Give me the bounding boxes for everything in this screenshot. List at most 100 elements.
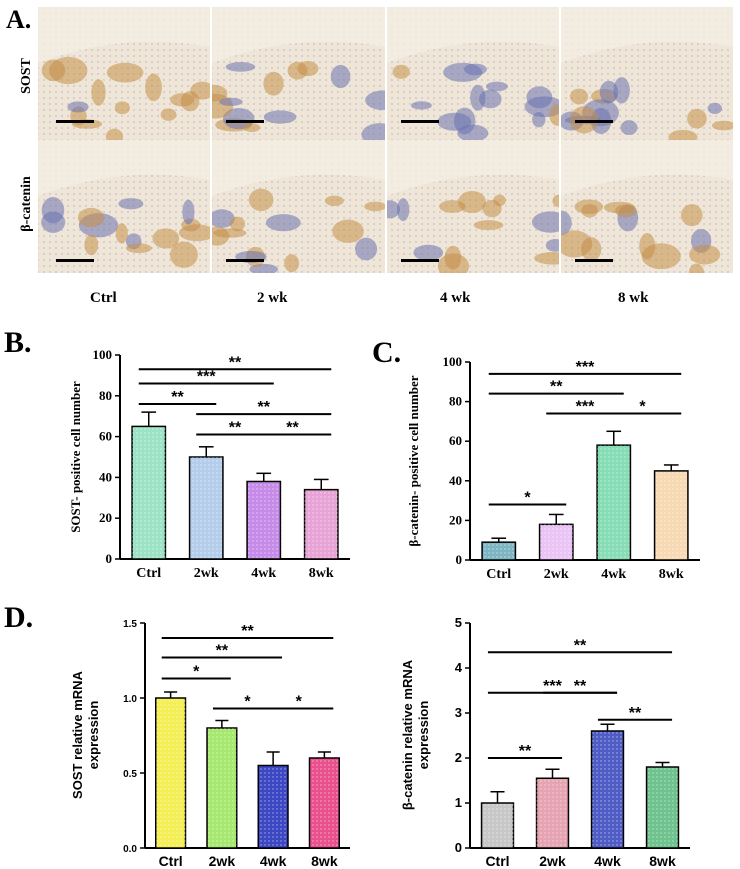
- scale-bar: [401, 120, 439, 123]
- y-tick-label: 0.5: [123, 769, 137, 780]
- significance-label: **: [229, 420, 242, 437]
- significance-label: **: [629, 705, 642, 722]
- x-tick-label: 8wk: [649, 853, 676, 869]
- y-tick-label: 0: [456, 552, 463, 567]
- y-tick-label: 40: [449, 473, 462, 488]
- x-tick-label: 4wk: [260, 853, 287, 869]
- bar-texture: [247, 481, 281, 559]
- y-tick-label: 80: [449, 394, 462, 409]
- x-tick-label: 2wk: [209, 853, 236, 869]
- micrograph-tile: [561, 7, 733, 140]
- bar-texture: [189, 457, 223, 559]
- micrograph-tile: [38, 140, 210, 273]
- micrograph-grid: [38, 7, 733, 273]
- panel-c-letter: C.: [372, 336, 401, 369]
- micrograph-tile: [387, 140, 559, 273]
- x-tick-label: 8wk: [311, 853, 338, 869]
- row-label-beta-catenin: β-catenin: [19, 176, 34, 232]
- chart-d1: 0.0 0.5 1.0 1.5 SOST relative mRNAexpression…: [70, 619, 350, 869]
- panel-b-letter: B.: [4, 326, 32, 359]
- bar-texture: [482, 542, 516, 560]
- x-tick-label: 8wk: [309, 566, 334, 581]
- bar-texture: [304, 489, 338, 559]
- micrograph-tile: [38, 7, 210, 140]
- y-axis-label: β-catenin- positive cell number: [406, 375, 421, 546]
- scale-bar: [401, 259, 439, 262]
- significance-label: **: [550, 379, 563, 396]
- column-label-ctrl: Ctrl: [90, 290, 117, 306]
- y-tick-label: 20: [99, 510, 112, 525]
- scale-bar: [226, 259, 264, 262]
- chart-c: 0 20 40 60 80 100 β-catenin- positive cell num…: [406, 354, 700, 582]
- bar-texture: [597, 445, 631, 560]
- significance-label: **: [171, 389, 184, 406]
- y-tick-label: 80: [99, 388, 112, 403]
- y-axis-label: SOST- positive cell number: [68, 381, 83, 533]
- significance-label: **: [258, 399, 271, 416]
- chart-b: 0 20 40 60 80 100 SOST- positive cell number Ct…: [68, 347, 350, 581]
- panel-a-letter: A.: [6, 5, 31, 34]
- row-label-sost: SOST: [19, 57, 34, 93]
- x-tick-label: 2wk: [194, 566, 219, 581]
- significance-label: **: [241, 623, 254, 640]
- column-label-8wk: 8 wk: [618, 290, 649, 306]
- x-tick-label: Ctrl: [485, 853, 509, 869]
- bar-texture: [207, 728, 237, 848]
- y-axis-label: β-catenin relative mRNAexpression: [400, 659, 431, 810]
- y-tick-label: 100: [93, 347, 113, 362]
- significance-label: *: [639, 398, 646, 415]
- y-tick-label: 1.5: [123, 619, 137, 630]
- significance-label: ***: [576, 398, 595, 415]
- significance-label: **: [229, 354, 242, 371]
- y-tick-label: 2: [455, 750, 462, 765]
- bar-texture: [591, 731, 624, 848]
- x-tick-label: 2wk: [539, 853, 566, 869]
- y-tick-label: 0: [106, 551, 113, 566]
- y-tick-label: 60: [449, 433, 462, 448]
- bar-texture: [536, 778, 569, 848]
- significance-label: ***: [197, 369, 216, 386]
- micrograph-tile: [561, 140, 733, 273]
- y-tick-label: 40: [99, 469, 112, 484]
- y-tick-label: 100: [443, 354, 463, 369]
- x-tick-label: Ctrl: [136, 566, 161, 581]
- x-tick-label: 4wk: [594, 853, 621, 869]
- significance-label: ***: [576, 359, 595, 376]
- y-tick-label: 20: [449, 512, 462, 527]
- column-label-4wk: 4 wk: [440, 290, 471, 306]
- y-tick-label: 3: [455, 705, 462, 720]
- y-tick-label: 1.0: [123, 694, 137, 705]
- column-label-2wk: 2 wk: [257, 290, 288, 306]
- significance-label: **: [574, 678, 587, 695]
- scale-bar: [575, 120, 613, 123]
- y-tick-label: 0.0: [123, 844, 137, 855]
- y-tick-label: 0: [455, 840, 462, 855]
- significance-label: **: [519, 743, 532, 760]
- scale-bar: [575, 259, 613, 262]
- y-axis-label: SOST relative mRNAexpression: [70, 670, 101, 798]
- significance-label: *: [244, 694, 251, 711]
- y-tick-label: 60: [99, 429, 112, 444]
- bar-texture: [258, 765, 288, 848]
- bar-texture: [481, 803, 514, 848]
- x-tick-label: 4wk: [251, 566, 276, 581]
- scale-bar: [56, 259, 94, 262]
- significance-label: **: [286, 420, 299, 437]
- bar-texture: [132, 426, 166, 559]
- x-tick-label: 8wk: [659, 567, 684, 582]
- scale-bar: [226, 120, 264, 123]
- y-tick-label: 4: [455, 660, 463, 675]
- bar-texture: [654, 470, 688, 560]
- significance-label: *: [193, 664, 200, 681]
- significance-label: **: [216, 643, 229, 660]
- chart-d2: 0 1 2 3 4 5 β-catenin relative mRNAexpression C…: [400, 615, 690, 869]
- micrograph-tile: [212, 140, 385, 273]
- micrograph-tile: [387, 7, 559, 140]
- bar-texture: [309, 758, 340, 848]
- scale-bar: [56, 120, 94, 123]
- y-tick-label: 5: [455, 615, 462, 630]
- x-tick-label: Ctrl: [159, 853, 183, 869]
- x-tick-label: Ctrl: [486, 567, 511, 582]
- bar-texture: [539, 524, 573, 560]
